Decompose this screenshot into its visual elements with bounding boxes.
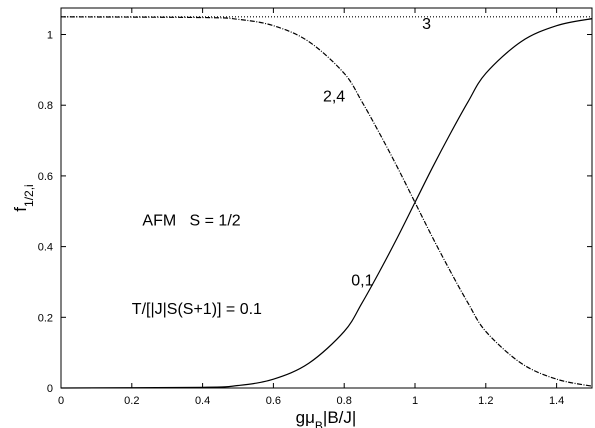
x-tick-label: 0.2 xyxy=(124,395,139,407)
y-tick-label: 0 xyxy=(47,383,53,395)
y-tick-label: 1 xyxy=(47,30,53,42)
annotation-label: T/[|J|S(S+1)] = 0.1 xyxy=(132,301,262,318)
series-line-2-4 xyxy=(60,16,593,387)
series-line-0-1 xyxy=(60,18,593,389)
y-tick-label: 0.2 xyxy=(38,312,53,324)
x-tick-label: 1 xyxy=(412,395,418,407)
y-tick-label: 0.4 xyxy=(38,242,53,254)
annotations: 3 2,4 0,1 AFM S = 1/2 T/[|J|S(S+1)] = 0.1 xyxy=(132,16,431,318)
x-tick-label: 0.4 xyxy=(195,395,210,407)
x-tick-label: 0.8 xyxy=(337,395,352,407)
x-tick-label: 1.4 xyxy=(549,395,564,407)
annotation-label: 3 xyxy=(422,16,431,33)
x-tick-label: 0 xyxy=(58,395,64,407)
annotation-label: 2,4 xyxy=(323,89,345,106)
x-tick-label: 1.2 xyxy=(478,395,493,407)
y-tick-label: 0.8 xyxy=(38,100,53,112)
series-lines xyxy=(60,16,593,389)
y-tick-label: 0.6 xyxy=(38,171,53,183)
y-axis-title: f1/2,i xyxy=(11,184,36,211)
x-tick-label: 0.6 xyxy=(266,395,281,407)
plot-frame xyxy=(60,7,593,389)
annotation-label: 0,1 xyxy=(351,272,373,289)
x-axis-title: gμB|B/J| xyxy=(296,408,357,428)
annotation-label: AFM S = 1/2 xyxy=(142,212,240,229)
ticks: 0 0.2 0.4 0.6 0.8 1 1.2 1.4 0 0.2 0.4 0.6 0.8 1 xyxy=(38,8,592,407)
